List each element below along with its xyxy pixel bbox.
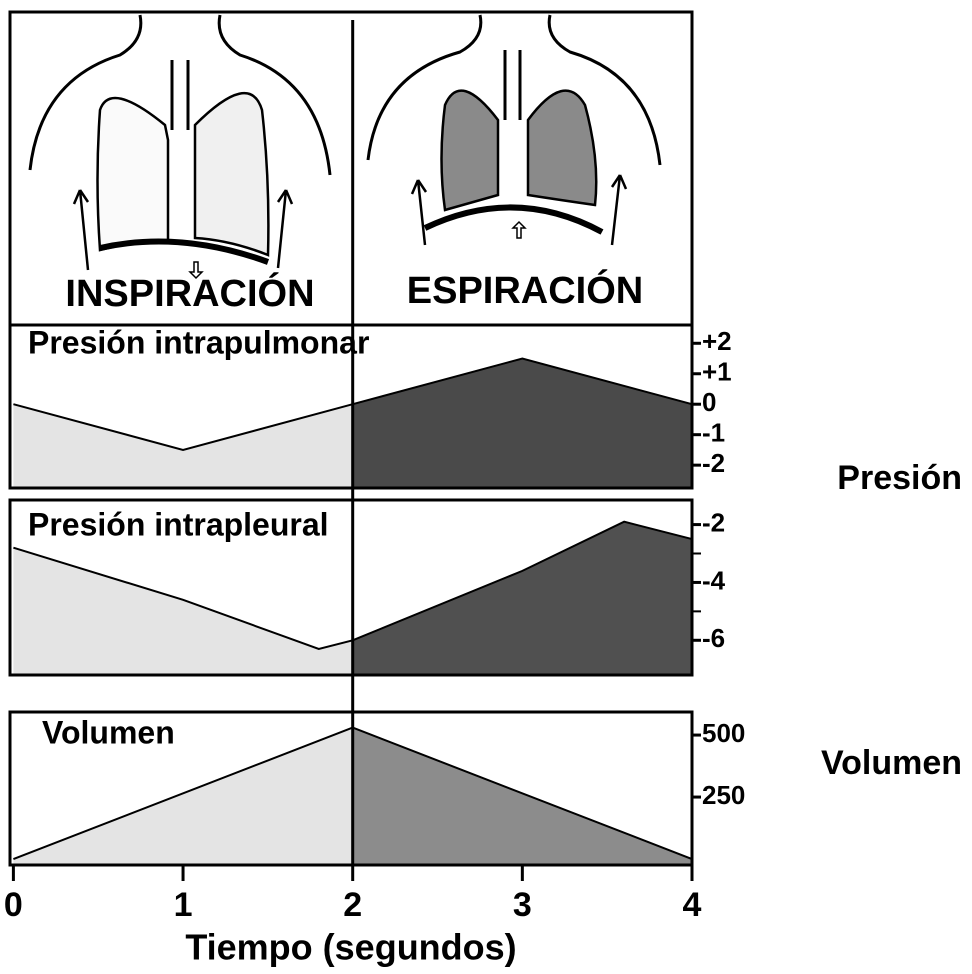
figure: INSPIRACIÓN ESPIRACIÓN Presión intrapulm…: [0, 0, 972, 974]
x-tick-label: 2: [343, 886, 362, 924]
panel-title: Volumen: [42, 714, 175, 750]
x-tick-label: 3: [513, 886, 532, 924]
x-tick-label: 4: [683, 886, 702, 924]
x-tick-label: 0: [4, 886, 23, 924]
y-tick-label: -2: [702, 448, 725, 478]
y-axis-label: Volumen: [821, 744, 962, 782]
x-tick-label: 1: [174, 886, 193, 924]
y-tick-label: -4: [702, 565, 726, 595]
y-tick-label: +1: [702, 357, 732, 387]
illustration-label: INSPIRACIÓN: [65, 271, 314, 315]
y-axis-label: Presión: [837, 459, 962, 497]
y-tick-label: 0: [702, 387, 716, 417]
x-axis-label: Tiempo (segundos): [185, 927, 516, 968]
y-tick-label: +2: [702, 326, 732, 356]
y-tick-label: 500: [702, 718, 745, 748]
panel-title: Presión intrapulmonar: [28, 324, 369, 360]
y-tick-label: -6: [702, 623, 725, 653]
y-tick-label: -2: [702, 507, 725, 537]
panel-title: Presión intrapleural: [28, 506, 329, 542]
y-tick-label: -1: [702, 418, 725, 448]
illustration-label: ESPIRACIÓN: [407, 268, 643, 312]
y-tick-label: 250: [702, 780, 745, 810]
